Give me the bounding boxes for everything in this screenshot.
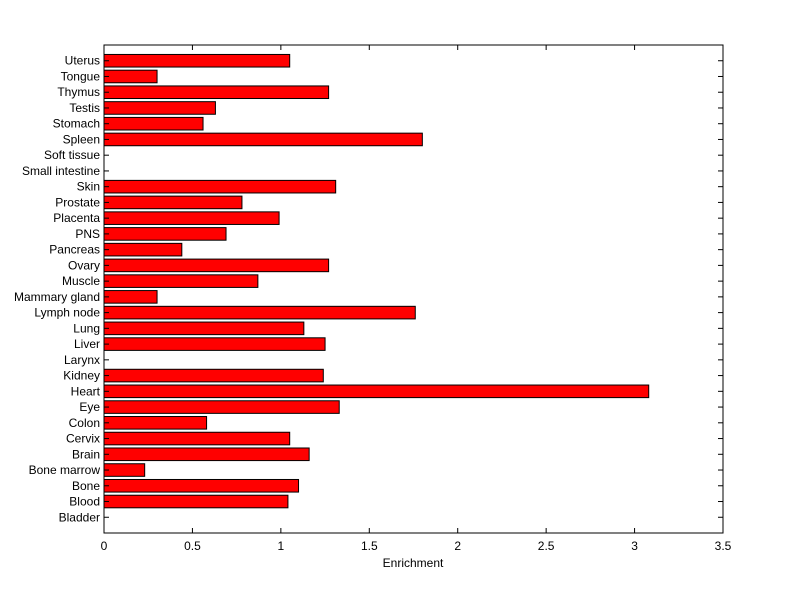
x-tick-label-5: 2.5 <box>538 539 555 553</box>
bar-testis <box>103 101 216 115</box>
x-axis-label: Enrichment <box>383 556 444 570</box>
x-tick-label-3: 1.5 <box>361 539 378 553</box>
x-tick-label-7: 3.5 <box>715 539 732 553</box>
bar-stomach <box>103 116 204 131</box>
y-tick-label-eye: Eye <box>79 400 100 414</box>
bar-kidney <box>103 368 324 383</box>
x-tick-label-6: 3 <box>631 539 638 553</box>
y-tick-label-colon: Colon <box>69 416 100 430</box>
y-tick-label-cervix: Cervix <box>66 432 100 446</box>
bar-cervix <box>103 431 291 446</box>
y-tick-label-testis: Testis <box>69 101 100 115</box>
bar-lymph-node <box>103 305 416 320</box>
bar-pns <box>103 227 227 241</box>
bar-spleen <box>103 132 423 147</box>
y-tick-label-larynx: Larynx <box>64 353 100 367</box>
y-tick-label-tongue: Tongue <box>61 69 101 83</box>
y-tick-label-skin: Skin <box>77 180 100 194</box>
ticks-layer <box>103 45 724 533</box>
y-tick-label-prostate: Prostate <box>55 195 100 209</box>
x-tick-label-4: 2 <box>454 539 461 553</box>
x-tick-labels: 0 0.5 1 1.5 2 2.5 3 3.5 <box>101 539 732 553</box>
bar-muscle <box>103 274 259 288</box>
bar-liver <box>103 337 326 351</box>
bar-brain <box>103 447 310 462</box>
y-tick-label-placenta: Placenta <box>53 211 100 225</box>
bar-bone-marrow <box>103 463 146 477</box>
plot-frame <box>103 44 724 534</box>
y-tick-label-kidney: Kidney <box>63 369 100 383</box>
y-tick-label-thymus: Thymus <box>57 85 100 99</box>
y-tick-label-liver: Liver <box>74 337 100 351</box>
bar-pancreas <box>103 242 183 257</box>
y-tick-label-ovary: Ovary <box>68 258 100 272</box>
y-tick-label-heart: Heart <box>71 384 101 398</box>
y-tick-label-uterus: Uterus <box>65 54 100 68</box>
y-tick-label-mammary-gland: Mammary gland <box>14 290 100 304</box>
y-tick-label-stomach: Stomach <box>53 117 100 131</box>
y-tick-label-bone: Bone <box>72 479 100 493</box>
y-tick-label-pns: PNS <box>75 227 100 241</box>
x-tick-label-2: 1 <box>278 539 285 553</box>
bar-lung <box>103 321 305 336</box>
y-tick-label-blood: Blood <box>69 495 100 509</box>
bar-mammary-gland <box>103 290 158 304</box>
bar-ovary <box>103 258 330 273</box>
y-tick-label-bladder: Bladder <box>59 510 100 524</box>
y-tick-label-muscle: Muscle <box>62 274 100 288</box>
x-tick-label-0: 0 <box>101 539 108 553</box>
bar-prostate <box>103 195 243 210</box>
y-tick-label-bone-marrow: Bone marrow <box>29 463 101 477</box>
y-tick-label-lung: Lung <box>73 321 100 335</box>
y-tick-label-small-intestine: Small intestine <box>22 164 100 178</box>
y-tick-label-soft-tissue: Soft tissue <box>44 148 100 162</box>
y-tick-label-spleen: Spleen <box>63 132 100 146</box>
bar-placenta <box>103 211 280 225</box>
bar-tongue <box>103 69 158 84</box>
bar-heart <box>103 384 650 399</box>
y-tick-label-brain: Brain <box>72 447 100 461</box>
bar-bone <box>103 478 300 493</box>
bar-eye <box>103 400 340 414</box>
x-tick-label-1: 0.5 <box>184 539 201 553</box>
bar-blood <box>103 494 289 509</box>
y-tick-label-pancreas: Pancreas <box>49 243 100 257</box>
bar-thymus <box>103 85 330 100</box>
bar-colon <box>103 416 208 430</box>
y-tick-label-lymph-node: Lymph node <box>34 306 100 320</box>
bar-skin <box>103 179 337 194</box>
bar-uterus <box>103 53 291 68</box>
